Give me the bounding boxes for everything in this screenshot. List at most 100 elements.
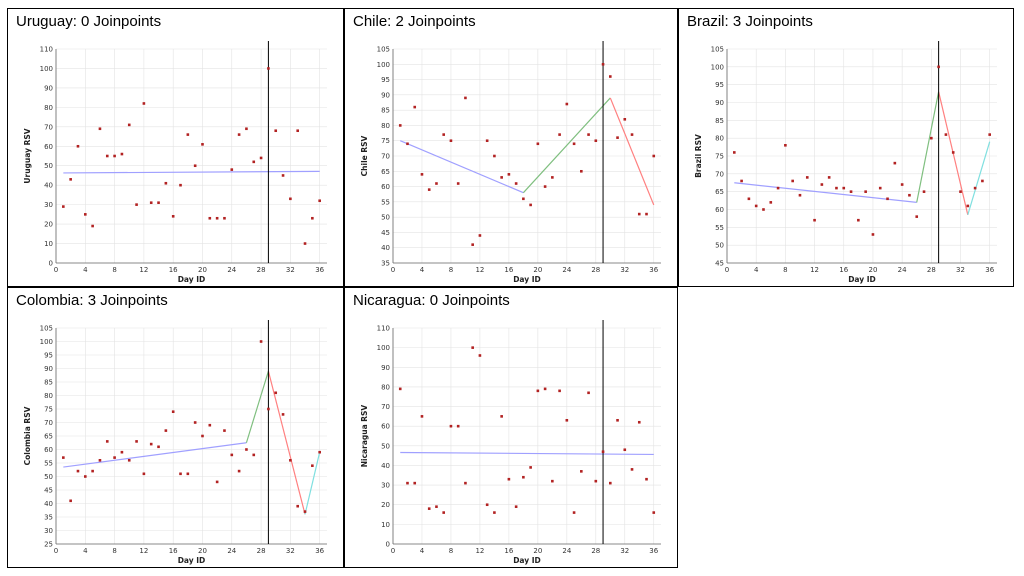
data-point [274, 129, 278, 133]
data-point [98, 459, 102, 462]
data-point [179, 472, 182, 476]
x-tick-label: 4 [83, 547, 88, 555]
y-tick-label: 60 [715, 206, 724, 214]
data-point [406, 481, 409, 485]
data-point [536, 142, 540, 146]
data-point [601, 450, 605, 454]
y-tick-label: 60 [381, 423, 390, 431]
chart-canvas: 45 50 55 60 65 70 75 80 85 90 95 100 105 0 4 8 12 16 20 24 2… [694, 41, 997, 284]
data-point [193, 421, 197, 424]
data-point [442, 133, 446, 136]
chart-title: Uruguay: 0 Joinpoints [16, 13, 162, 30]
y-tick-label: 40 [44, 182, 53, 190]
data-point [630, 468, 634, 471]
data-point [500, 176, 503, 179]
x-tick-label: 4 [420, 547, 425, 555]
data-point [951, 151, 955, 154]
data-point [289, 197, 292, 201]
data-point [296, 504, 300, 508]
data-point [208, 216, 212, 220]
data-point [798, 193, 802, 197]
data-point [120, 152, 124, 156]
data-point [652, 511, 656, 514]
y-tick-label: 0 [49, 260, 53, 268]
trend-segment-4 [967, 141, 991, 216]
data-point [908, 193, 911, 197]
x-tick-label: 12 [139, 547, 148, 555]
x-tick-label: 8 [449, 266, 453, 274]
y-tick-label: 50 [381, 442, 390, 450]
chart-title: Chile: 2 Joinpoints [353, 13, 476, 30]
data-point [76, 469, 80, 473]
y-tick-label: 70 [44, 419, 53, 427]
data-point [215, 480, 219, 484]
x-tick-label: 20 [198, 547, 207, 555]
data-point [827, 176, 831, 179]
data-point [157, 445, 160, 449]
x-tick-label: 24 [898, 266, 907, 274]
y-tick-label: 100 [40, 65, 53, 73]
chart-panel-2: Chile: 2 Joinpoints 35 40 45 50 55 60 65 70 75 80 8… [344, 8, 678, 287]
trend-segment-1 [400, 451, 654, 456]
y-tick-label: 90 [715, 99, 724, 107]
y-tick-label: 85 [381, 107, 390, 115]
data-point [594, 139, 598, 143]
y-tick-label: 10 [44, 240, 53, 248]
data-point [754, 204, 758, 208]
data-point [427, 188, 431, 191]
data-point [580, 470, 583, 473]
data-point [157, 201, 160, 204]
data-point [973, 186, 977, 190]
data-point [493, 511, 496, 514]
chart-title: Colombia: 3 Joinpoints [16, 292, 168, 309]
x-tick-label: 0 [725, 266, 729, 274]
x-tick-label: 12 [475, 547, 484, 555]
data-point [594, 479, 598, 483]
x-tick-label: 8 [112, 266, 116, 274]
data-point [637, 420, 641, 424]
data-point [230, 168, 234, 171]
y-tick-label: 105 [40, 325, 53, 333]
data-point [937, 65, 940, 69]
data-point [522, 197, 525, 201]
y-tick-label: 80 [381, 383, 390, 391]
x-tick-label: 8 [112, 547, 116, 555]
y-tick-label: 50 [381, 214, 390, 222]
x-axis-label: Day ID [513, 275, 541, 284]
data-point [645, 212, 648, 216]
data-point [105, 440, 109, 443]
data-point [740, 179, 743, 183]
y-tick-label: 100 [377, 61, 390, 69]
data-point [565, 102, 569, 106]
y-tick-label: 110 [377, 325, 390, 333]
data-point [69, 499, 72, 503]
y-tick-label: 50 [44, 162, 53, 170]
x-tick-label: 36 [649, 547, 658, 555]
data-point [311, 464, 314, 467]
data-point [514, 182, 518, 185]
data-point [529, 466, 532, 469]
data-point [493, 154, 496, 158]
x-tick-label: 16 [169, 266, 178, 274]
data-point [776, 186, 780, 190]
y-tick-label: 65 [44, 433, 53, 441]
x-tick-label: 16 [169, 547, 178, 555]
y-tick-label: 80 [44, 104, 53, 112]
data-point [558, 389, 561, 393]
data-point [186, 133, 190, 136]
data-point [886, 197, 889, 201]
data-point [281, 174, 285, 177]
y-tick-label: 40 [44, 500, 53, 508]
data-point [608, 481, 612, 485]
y-tick-label: 50 [715, 242, 724, 250]
x-tick-label: 0 [391, 266, 395, 274]
data-point [900, 183, 904, 186]
data-point [230, 453, 234, 457]
x-tick-label: 36 [315, 266, 324, 274]
data-point [179, 183, 182, 187]
data-point [471, 243, 474, 246]
data-point [398, 387, 402, 391]
y-tick-label: 90 [44, 365, 53, 373]
y-tick-label: 90 [381, 91, 390, 99]
